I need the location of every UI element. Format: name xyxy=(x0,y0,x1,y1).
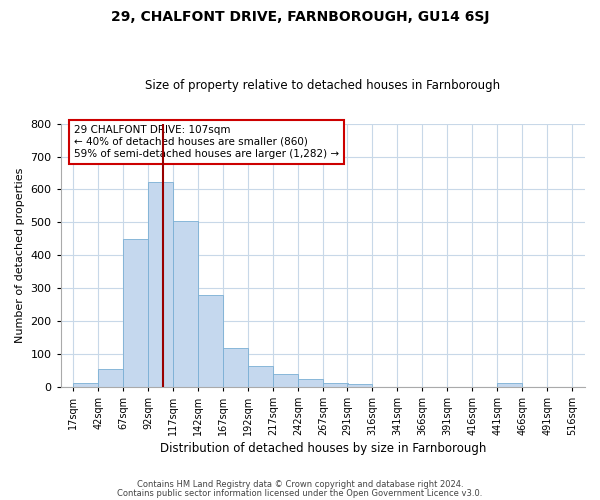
Bar xyxy=(248,366,274,386)
Bar xyxy=(347,384,373,386)
Text: 29 CHALFONT DRIVE: 107sqm
← 40% of detached houses are smaller (860)
59% of semi: 29 CHALFONT DRIVE: 107sqm ← 40% of detac… xyxy=(74,126,339,158)
Bar xyxy=(173,220,198,386)
Bar xyxy=(123,239,148,386)
Y-axis label: Number of detached properties: Number of detached properties xyxy=(15,168,25,343)
Bar xyxy=(274,374,298,386)
Bar xyxy=(323,384,349,386)
Bar xyxy=(497,384,523,386)
Bar xyxy=(298,380,323,386)
X-axis label: Distribution of detached houses by size in Farnborough: Distribution of detached houses by size … xyxy=(160,442,486,455)
Bar xyxy=(73,382,98,386)
Bar xyxy=(198,294,223,386)
Bar xyxy=(223,348,248,387)
Bar xyxy=(98,368,123,386)
Text: Contains public sector information licensed under the Open Government Licence v3: Contains public sector information licen… xyxy=(118,489,482,498)
Bar xyxy=(148,182,173,386)
Text: 29, CHALFONT DRIVE, FARNBOROUGH, GU14 6SJ: 29, CHALFONT DRIVE, FARNBOROUGH, GU14 6S… xyxy=(111,10,489,24)
Title: Size of property relative to detached houses in Farnborough: Size of property relative to detached ho… xyxy=(145,79,500,92)
Text: Contains HM Land Registry data © Crown copyright and database right 2024.: Contains HM Land Registry data © Crown c… xyxy=(137,480,463,489)
